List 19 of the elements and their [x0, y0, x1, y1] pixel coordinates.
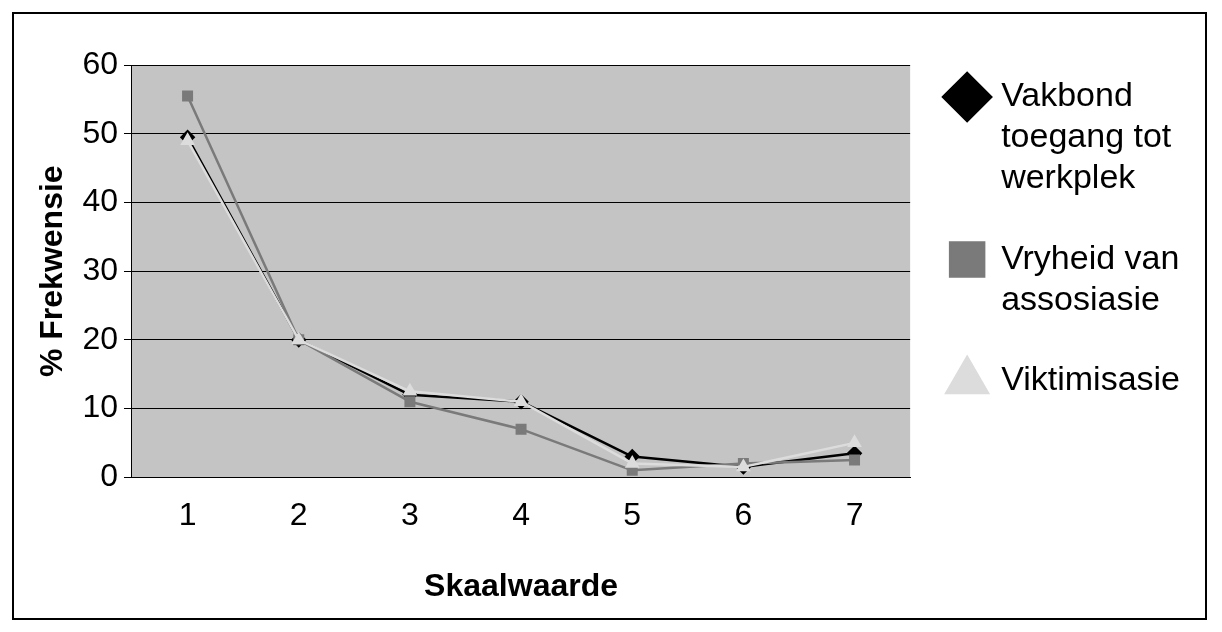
x-tick-label: 6	[734, 496, 753, 533]
y-tick-label: 40	[82, 182, 118, 219]
x-tick-label: 5	[623, 496, 642, 533]
y-tick-label: 0	[100, 457, 118, 494]
y-tick-label: 10	[82, 388, 118, 425]
x-axis-title: Skaalwaarde	[424, 566, 619, 603]
y-tick-label: 50	[82, 113, 118, 150]
x-tick-label: 3	[401, 496, 419, 533]
y-tick-label: 30	[82, 251, 118, 288]
legend-label: Vryheid van assosiasie	[1001, 237, 1180, 317]
x-tick-label: 7	[845, 496, 864, 533]
y-axis-title: % Frekwensie	[33, 165, 70, 378]
y-tick-label: 60	[82, 45, 118, 82]
legend-label: Viktimisasie	[1001, 359, 1181, 398]
y-tick-label: 20	[82, 319, 118, 356]
legend-label: Vakbond toegang tot werkplek	[1000, 75, 1172, 195]
x-tick-label: 4	[512, 496, 530, 533]
x-tick-label: 1	[178, 496, 197, 533]
x-tick-label: 2	[289, 496, 308, 533]
